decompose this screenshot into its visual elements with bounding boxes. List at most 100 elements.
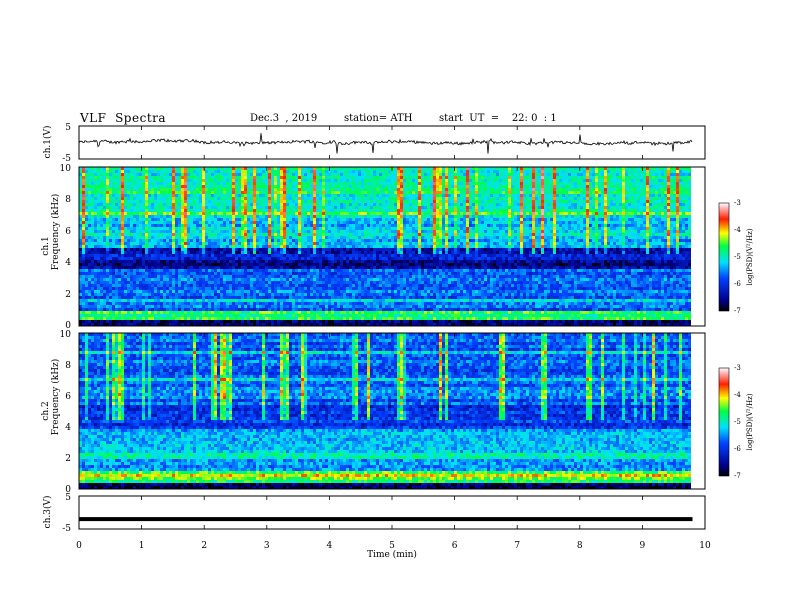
- spectrogram-cell: [124, 203, 127, 206]
- spectrogram-cell: [160, 260, 163, 263]
- spectrogram-cell: [130, 212, 133, 215]
- spectrogram-cell: [82, 188, 85, 191]
- spectrogram-cell: [154, 206, 157, 209]
- spectrogram-cell: [163, 320, 166, 323]
- spectrogram-cell: [172, 311, 175, 314]
- spectrogram-cell: [136, 290, 139, 293]
- spectrogram-cell: [145, 188, 148, 191]
- spectrogram-cell: [166, 236, 169, 239]
- spectrogram-cell: [130, 257, 133, 260]
- spectrogram-cell: [94, 290, 97, 293]
- spectrogram-cell: [94, 218, 97, 221]
- spectrogram-cell: [148, 197, 151, 200]
- spectrogram-cell: [97, 230, 100, 233]
- spectrogram-cell: [100, 203, 103, 206]
- spectrogram-cell: [181, 275, 184, 278]
- spectrogram-cell: [145, 221, 148, 224]
- spectrogram-cell: [133, 236, 136, 239]
- spectrogram-cell: [91, 305, 94, 308]
- spectrogram-cell: [169, 308, 172, 311]
- spectrogram-cell: [178, 278, 181, 281]
- spectrogram-cell: [133, 260, 136, 263]
- spectrogram-cell: [145, 305, 148, 308]
- spectrogram-cell: [94, 305, 97, 308]
- spectrogram-cell: [118, 191, 121, 194]
- spectrogram-cell: [112, 182, 115, 185]
- spectrogram-cell: [169, 278, 172, 281]
- spectrogram-cell: [160, 320, 163, 323]
- spectrogram-cell: [94, 197, 97, 200]
- spectrogram-cell: [154, 200, 157, 203]
- spectrogram-cell: [124, 188, 127, 191]
- spectrogram-cell: [127, 263, 130, 266]
- spectrogram-cell: [97, 278, 100, 281]
- spectrogram-cell: [97, 302, 100, 305]
- spectrogram-cell: [133, 194, 136, 197]
- spectrogram-cell: [133, 233, 136, 236]
- spectrogram-cell: [94, 176, 97, 179]
- spectrogram-cell: [136, 173, 139, 176]
- spectrogram-cell: [103, 176, 106, 179]
- spectrogram-cell: [112, 320, 115, 323]
- spectrogram-cell: [160, 185, 163, 188]
- spectrogram-cell: [130, 197, 133, 200]
- spectrogram-cell: [139, 257, 142, 260]
- spectrogram-cell: [85, 170, 88, 173]
- spectrogram-cell: [169, 275, 172, 278]
- spectrogram-cell: [100, 224, 103, 227]
- spectrogram-cell: [100, 311, 103, 314]
- spectrogram-cell: [169, 320, 172, 323]
- spectrogram-cell: [118, 224, 121, 227]
- spectrogram-cell: [184, 242, 187, 245]
- spectrogram-cell: [133, 176, 136, 179]
- spectrogram-cell: [169, 194, 172, 197]
- spectrogram-cell: [142, 317, 145, 320]
- spectrogram-cell: [133, 308, 136, 311]
- spectrogram-cell: [157, 212, 160, 215]
- spectrogram-cell: [88, 170, 91, 173]
- spectrogram-cell: [88, 293, 91, 296]
- spectrogram-cell: [166, 281, 169, 284]
- spectrogram-cell: [169, 314, 172, 317]
- spectrogram-cell: [181, 257, 184, 260]
- spectrogram-cell: [172, 227, 175, 230]
- spectrogram-cell: [130, 287, 133, 290]
- spectrogram-cell: [163, 269, 166, 272]
- spectrogram-cell: [91, 317, 94, 320]
- spectrogram-cell: [118, 296, 121, 299]
- spectrogram-cell: [175, 242, 178, 245]
- spectrogram-cell: [163, 230, 166, 233]
- spectrogram-cell: [139, 302, 142, 305]
- spectrogram-cell: [145, 209, 148, 212]
- spectrogram-cell: [145, 269, 148, 272]
- spectrogram-cell: [163, 260, 166, 263]
- spectrogram-cell: [112, 293, 115, 296]
- spectrogram-cell: [88, 299, 91, 302]
- spectrogram-cell: [118, 185, 121, 188]
- spectrogram-cell: [181, 302, 184, 305]
- spectrogram-cell: [97, 182, 100, 185]
- spectrogram-cell: [151, 317, 154, 320]
- spectrogram-cell: [115, 284, 118, 287]
- spectrogram-cell: [97, 206, 100, 209]
- spectrogram-cell: [172, 185, 175, 188]
- spectrogram-cell: [130, 281, 133, 284]
- spectrogram-cell: [181, 194, 184, 197]
- spectrogram-cell: [145, 248, 148, 251]
- spectrogram-cell: [124, 254, 127, 257]
- spectrogram-cell: [100, 239, 103, 242]
- spectrogram-cell: [181, 251, 184, 254]
- spectrogram-cell: [85, 236, 88, 239]
- spectrogram-cell: [91, 176, 94, 179]
- spectrogram-cell: [97, 191, 100, 194]
- spectrogram-cell: [139, 185, 142, 188]
- spectrogram-cell: [133, 179, 136, 182]
- spectrogram-cell: [124, 209, 127, 212]
- spectrogram-cell: [85, 314, 88, 317]
- spectrogram-cell: [166, 245, 169, 248]
- spectrogram-cell: [127, 203, 130, 206]
- spectrogram-cell: [181, 191, 184, 194]
- spectrogram-cell: [91, 215, 94, 218]
- spectrogram-cell: [133, 302, 136, 305]
- spectrogram-cell: [187, 242, 190, 245]
